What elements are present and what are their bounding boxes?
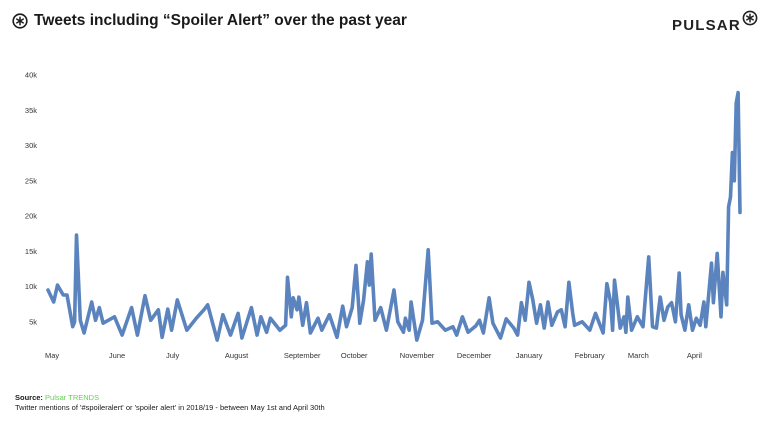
- series-line: [46, 90, 742, 342]
- y-axis: 5k 10k 15k 20k 25k 30k 35k 40k: [25, 71, 37, 327]
- x-tick-label: January: [516, 351, 543, 360]
- data-points: [47, 92, 741, 341]
- source-label: Source:: [15, 393, 43, 402]
- x-axis: May June July August September October Novembe…: [45, 351, 702, 360]
- x-tick-label: December: [457, 351, 492, 360]
- x-tick-label: April: [687, 351, 702, 360]
- footer: Source: Pulsar TRENDS Twitter mentions o…: [15, 393, 325, 413]
- pulsar-asterisk-circle-icon: [12, 13, 28, 29]
- y-tick-label: 30k: [25, 141, 37, 150]
- x-tick-label: May: [45, 351, 59, 360]
- y-tick-label: 40k: [25, 71, 37, 80]
- y-tick-label: 5k: [29, 317, 37, 326]
- y-tick-label: 20k: [25, 212, 37, 221]
- y-tick-label: 35k: [25, 106, 37, 115]
- y-tick-label: 25k: [25, 176, 37, 185]
- y-tick-label: 10k: [25, 282, 37, 291]
- x-tick-label: February: [575, 351, 605, 360]
- chart-title: Tweets including “Spoiler Alert” over th…: [12, 12, 407, 30]
- footer-note: Twitter mentions of '#spoileralert' or '…: [15, 403, 325, 412]
- pulsar-asterisk-circle-icon: [742, 10, 758, 26]
- logo-text: PULSAR: [672, 17, 741, 34]
- chart-title-text: Tweets including “Spoiler Alert” over th…: [34, 12, 407, 29]
- x-tick-label: June: [109, 351, 125, 360]
- x-tick-label: September: [284, 351, 321, 360]
- pulsar-logo: PULSAR: [672, 10, 758, 34]
- x-tick-label: March: [628, 351, 649, 360]
- x-tick-label: July: [166, 351, 180, 360]
- x-tick-label: October: [341, 351, 368, 360]
- source-value: Pulsar TRENDS: [45, 393, 100, 402]
- x-tick-label: November: [400, 351, 435, 360]
- y-tick-label: 15k: [25, 247, 37, 256]
- x-tick-label: August: [225, 351, 249, 360]
